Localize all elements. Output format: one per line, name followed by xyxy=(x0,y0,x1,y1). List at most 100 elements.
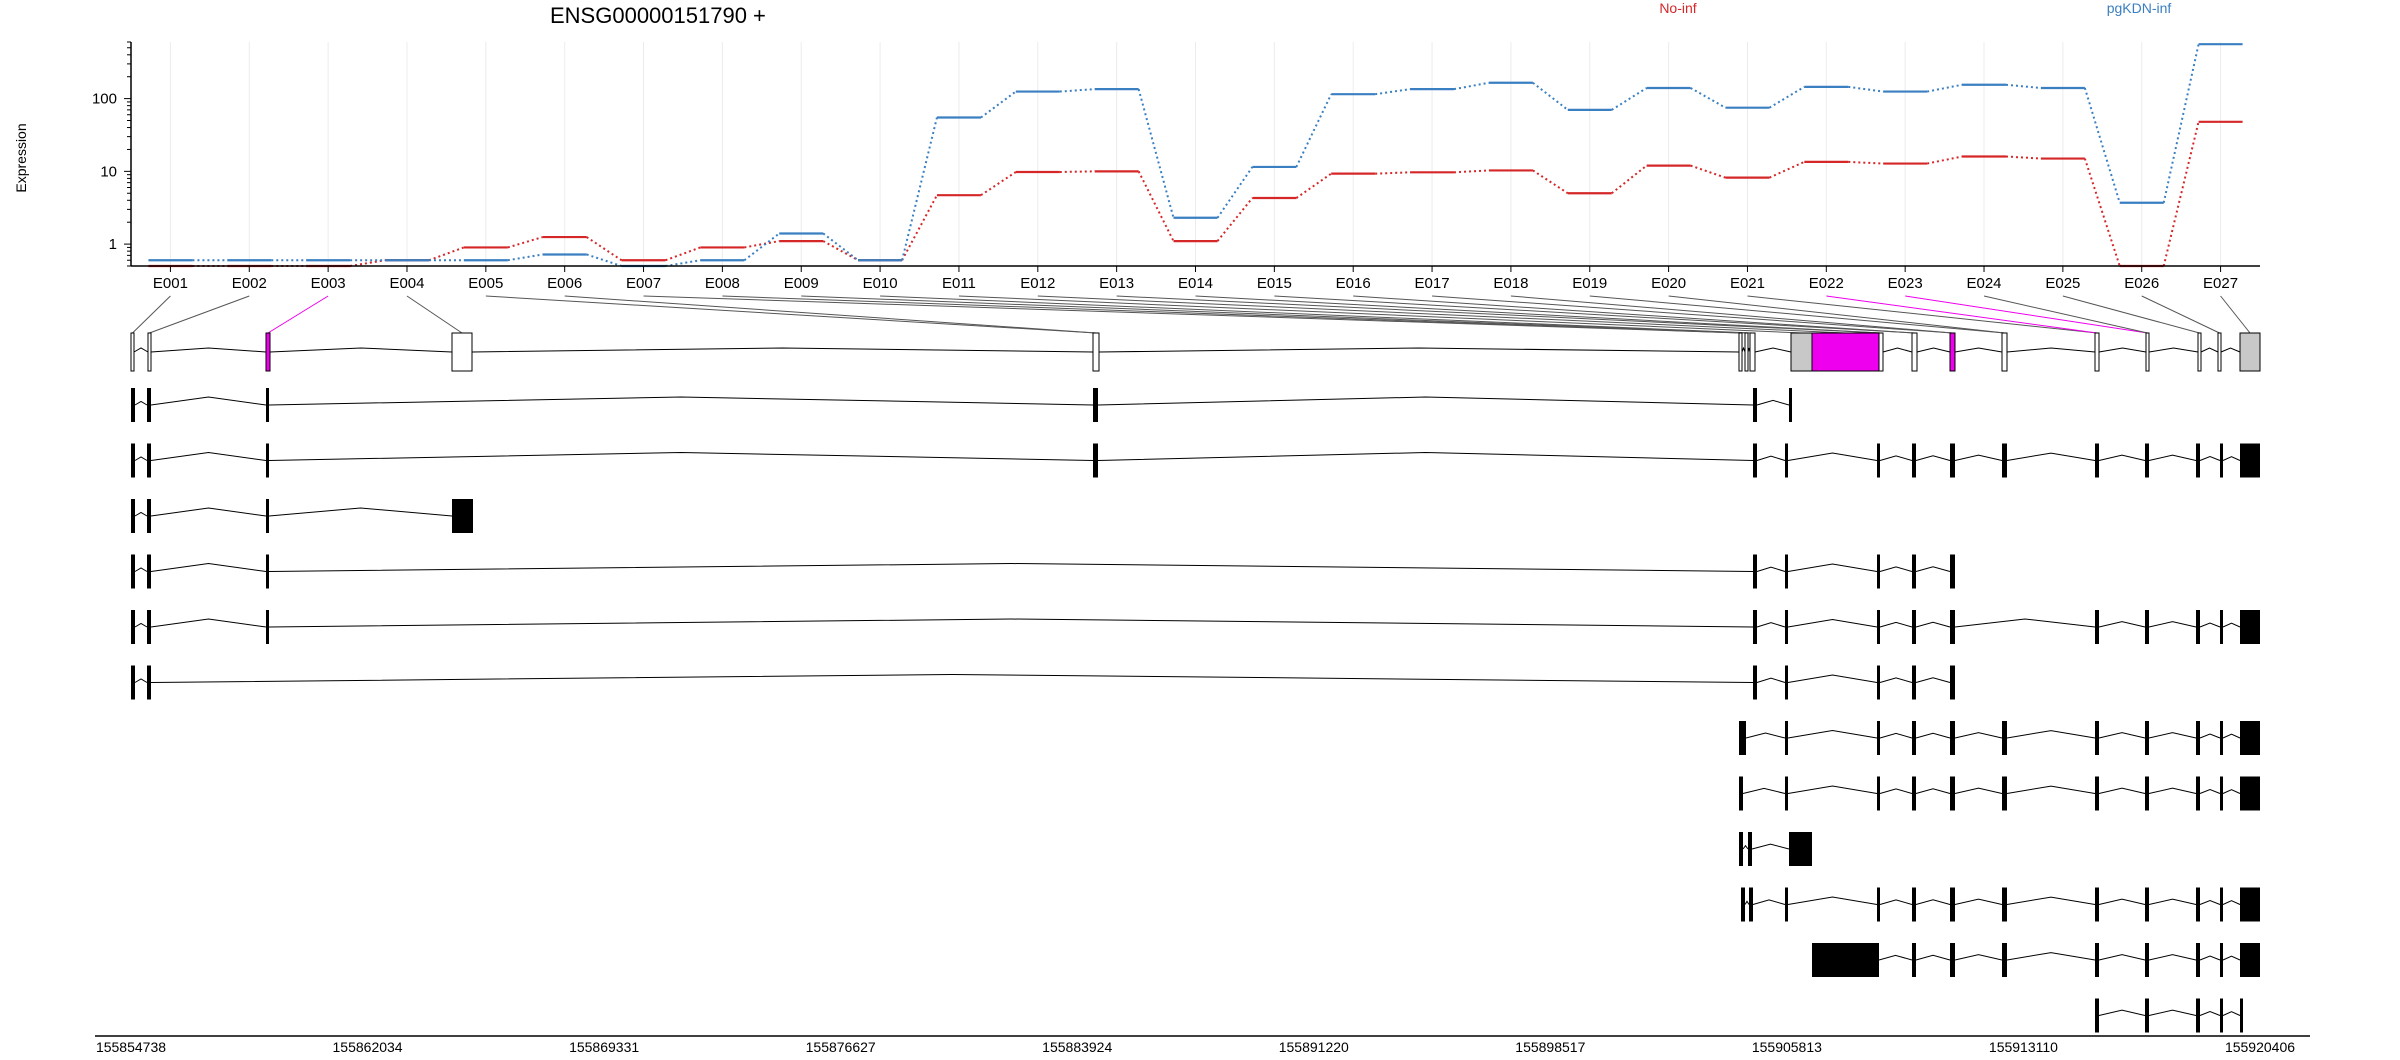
transcript-exon xyxy=(2145,998,2149,1033)
intron-line xyxy=(1879,899,1913,905)
model-exon xyxy=(451,332,473,372)
exon-connector xyxy=(722,295,1741,334)
series-pgkdn-inf-connector xyxy=(507,253,543,262)
x-tick-label: E025 xyxy=(2045,275,2080,292)
transcript-exon xyxy=(1812,943,1879,977)
exon-connectors xyxy=(132,295,2251,334)
x-tick-label: E014 xyxy=(1178,275,1213,292)
model-exon xyxy=(1790,332,1813,372)
transcript-exon xyxy=(1912,610,1916,644)
transcript-exon xyxy=(2002,943,2007,977)
series-pgkdn-inf-connector xyxy=(901,117,938,261)
transcript-exon xyxy=(1093,443,1098,478)
intron-line xyxy=(2098,621,2146,628)
intron-line xyxy=(2222,622,2241,628)
series-pgkdn-inf-connector xyxy=(1926,83,1963,93)
intron-line xyxy=(1916,347,1951,353)
x-tick-label: E019 xyxy=(1572,275,1607,292)
transcript-tracks xyxy=(131,388,2260,1033)
x-tick-label: E005 xyxy=(468,275,503,292)
series-pgkdn-inf-connector xyxy=(665,259,701,267)
transcript-exon xyxy=(131,665,135,700)
model-exon xyxy=(1749,332,1756,372)
x-tick-label: E027 xyxy=(2203,275,2238,292)
transcript-exon xyxy=(1877,554,1880,589)
transcript-exon xyxy=(131,499,135,533)
coordinate-tick-label: 155920406 xyxy=(2225,1039,2295,1055)
transcript-exon xyxy=(2095,887,2099,922)
intron-line xyxy=(2199,622,2221,628)
transcript-exon xyxy=(1785,887,1788,922)
intron-line xyxy=(1879,566,1913,572)
exon-connector xyxy=(1037,295,1846,334)
intron-line xyxy=(2148,898,2197,905)
series-no-inf-connector xyxy=(665,246,701,262)
series-no-inf-connector xyxy=(1295,172,1332,199)
transcript-exon xyxy=(1912,665,1916,700)
transcript-exon xyxy=(1739,832,1743,866)
intron-line xyxy=(471,347,1094,353)
transcript-exon xyxy=(2095,998,2099,1033)
intron-line xyxy=(1787,785,1878,794)
intron-line xyxy=(134,511,148,517)
intron-line xyxy=(1754,347,1792,353)
intron-line xyxy=(1879,788,1913,794)
transcript-exon xyxy=(2240,998,2243,1033)
series-pgkdn-inf-connector xyxy=(1848,85,1884,93)
x-tick-label: E011 xyxy=(942,275,976,292)
intron-line xyxy=(134,678,148,683)
series-pgkdn-inf-connector xyxy=(1216,166,1254,219)
series-no-inf-connector xyxy=(586,236,623,262)
series-pgkdn-inf-connector xyxy=(822,232,859,262)
series-pgkdn-inf-connector xyxy=(1611,87,1648,111)
transcript-row xyxy=(1739,832,1812,866)
intron-line xyxy=(2006,785,2096,794)
intron-line xyxy=(2006,347,2096,353)
series-pgkdn-inf-connector xyxy=(1690,87,1726,109)
x-tick-label: E016 xyxy=(1336,275,1371,292)
model-exon xyxy=(2094,332,2100,372)
intron-line xyxy=(269,347,453,353)
intron-line xyxy=(2098,954,2146,961)
intron-line xyxy=(2148,732,2197,739)
exon-connector xyxy=(801,295,1747,334)
transcript-row xyxy=(131,443,2260,478)
transcript-exon xyxy=(1753,665,1757,700)
series-no-inf-connector xyxy=(744,240,780,249)
model-exon xyxy=(147,332,152,372)
transcript-exon xyxy=(2196,943,2200,977)
intron-line xyxy=(268,507,453,517)
gene-model-track xyxy=(130,332,2261,372)
model-exon xyxy=(2001,332,2008,372)
x-tick-label: E018 xyxy=(1493,275,1528,292)
exon-connector xyxy=(880,295,1753,334)
model-exon xyxy=(2217,332,2222,372)
transcript-exon xyxy=(2220,721,2223,755)
intron-line xyxy=(1954,787,2003,794)
intron-line xyxy=(1787,896,1878,905)
series-no-inf-connector xyxy=(2005,155,2041,160)
intron-line xyxy=(2199,1010,2221,1016)
intron-line xyxy=(1742,787,1786,794)
transcript-row xyxy=(1739,721,2260,755)
series-no-inf-connector xyxy=(980,171,1017,197)
series-no-inf-connector xyxy=(1059,170,1095,173)
transcript-exon xyxy=(1950,887,1955,922)
intron-line xyxy=(1915,954,1951,961)
transcript-exon xyxy=(147,443,151,478)
intron-line xyxy=(2006,452,2096,461)
intron-line xyxy=(2098,898,2146,905)
plot-axes: 1 10 100 E001 E002 E003 E004 E005 E006 E007 E008 E0… xyxy=(92,41,2260,292)
model-exon xyxy=(1738,332,1743,372)
intron-line xyxy=(2199,955,2221,961)
exon-connector xyxy=(1668,295,2005,334)
intron-line xyxy=(1756,455,1786,461)
transcript-exon xyxy=(2095,443,2099,478)
intron-line xyxy=(2200,347,2219,353)
transcript-exon xyxy=(1877,721,1880,755)
coordinate-tick-label: 155854738 xyxy=(96,1039,166,1055)
transcript-row xyxy=(131,499,473,533)
transcript-exon xyxy=(2196,610,2200,644)
transcript-exon xyxy=(2240,943,2260,977)
intron-line xyxy=(1878,954,1913,961)
